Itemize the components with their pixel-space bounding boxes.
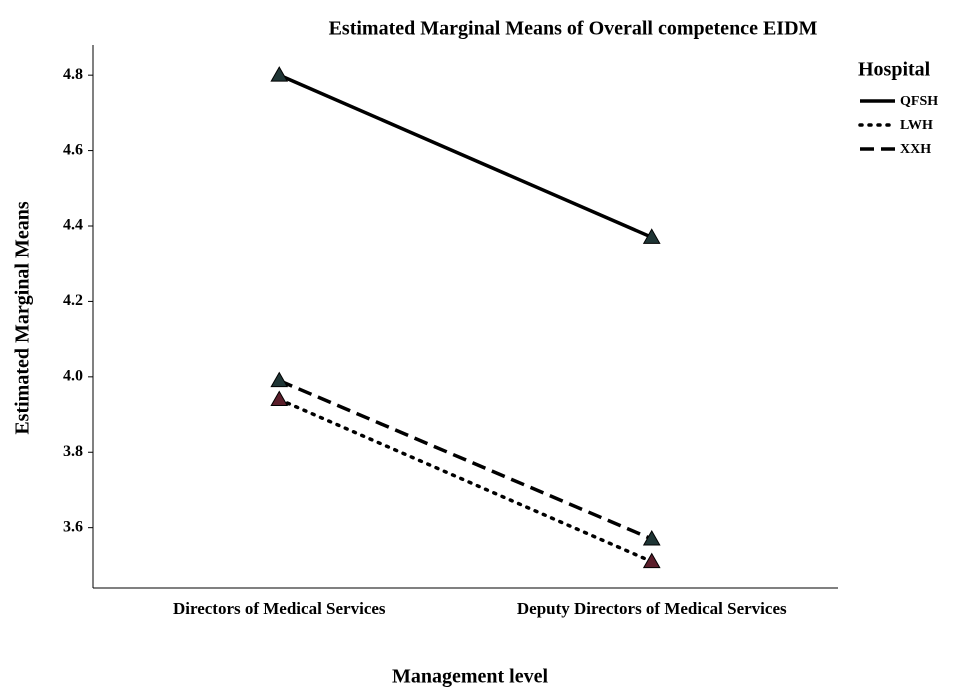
y-tick-label: 4.0 (63, 368, 83, 385)
marker (270, 66, 289, 82)
x-tick-label: Directors of Medical Services (172, 599, 386, 618)
chart-title: Estimated Marginal Means of Overall comp… (329, 18, 818, 40)
series-line (278, 73, 653, 239)
legend-label: XXH (900, 142, 931, 157)
legend-label: QFSH (900, 94, 938, 109)
x-tick-label: Deputy Directors of Medical Services (516, 599, 787, 618)
y-tick-label: 3.6 (63, 518, 83, 535)
y-axis-title: Estimated Marginal Means (12, 201, 34, 435)
series-line (277, 397, 654, 564)
y-tick-label: 4.8 (63, 66, 83, 83)
marker (642, 552, 661, 569)
marker (642, 529, 661, 546)
y-tick-label: 4.4 (63, 217, 83, 234)
marker (642, 228, 661, 244)
y-tick-label: 4.6 (63, 141, 83, 158)
x-axis-title: Management level (392, 666, 549, 688)
marker (270, 390, 289, 406)
series-line (278, 378, 653, 541)
y-tick-label: 4.2 (63, 292, 83, 309)
y-tick-label: 3.8 (63, 443, 83, 460)
legend-label: LWH (900, 118, 933, 133)
marker (270, 371, 289, 388)
legend-title: Hospital (858, 59, 931, 81)
